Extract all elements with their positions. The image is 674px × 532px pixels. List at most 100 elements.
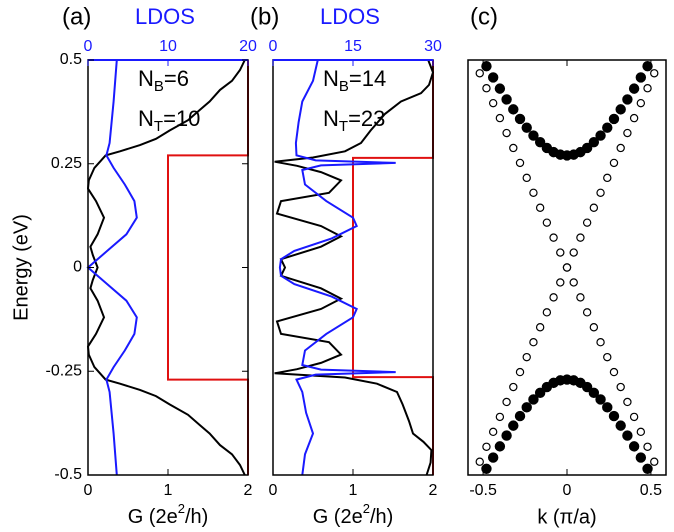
open-point	[569, 248, 578, 257]
y-tick-label: -0.5	[54, 466, 82, 483]
open-point	[609, 158, 619, 168]
open-point	[596, 188, 605, 197]
open-point	[535, 323, 545, 332]
open-point	[509, 143, 518, 153]
open-point	[589, 323, 599, 332]
open-point	[495, 412, 505, 422]
open-point	[488, 98, 498, 108]
filled-point	[628, 441, 640, 452]
open-point	[542, 308, 552, 317]
y-tick-label: 0.25	[51, 155, 82, 172]
x-tick-label: 1	[349, 482, 358, 499]
filled-point	[494, 441, 506, 452]
panel-label: (a)	[62, 3, 91, 30]
filled-point	[581, 142, 593, 154]
filled-point	[581, 381, 593, 393]
open-point	[542, 218, 552, 227]
open-point	[488, 427, 498, 437]
annotation-tail: =6	[164, 66, 189, 91]
top-axis-title: LDOS	[135, 4, 195, 29]
annotation-tail: =14	[349, 66, 386, 91]
x-tick-label: -0.5	[469, 482, 497, 499]
annotation-sub: T	[154, 118, 163, 135]
annotation-tail: =23	[348, 106, 385, 131]
x-axis-label-tail: /h)	[185, 506, 208, 528]
open-point	[549, 233, 558, 242]
annotation: NT=10	[138, 106, 200, 135]
x-tick-label: 2	[429, 482, 438, 499]
panel-label: (b)	[250, 3, 279, 30]
filled-point	[534, 136, 546, 148]
open-point	[643, 442, 652, 451]
open-point	[650, 69, 659, 78]
panel-label: (c)	[470, 3, 498, 30]
open-point	[556, 248, 565, 257]
filled-point	[628, 83, 640, 94]
curve	[86, 59, 246, 476]
open-point	[603, 352, 612, 362]
filled-point	[501, 94, 512, 105]
open-point	[589, 203, 599, 212]
filled-point	[501, 430, 512, 441]
open-point	[482, 442, 491, 451]
filled-point	[635, 452, 647, 463]
filled-point	[514, 113, 526, 125]
y-tick-label: -0.25	[46, 362, 83, 379]
filled-point	[588, 136, 600, 148]
annotation: NT=23	[323, 106, 385, 135]
open-point	[629, 412, 639, 422]
filled-point	[481, 463, 492, 474]
x-axis-label-text: G (2e	[128, 506, 178, 528]
open-point	[623, 397, 632, 407]
open-point	[623, 128, 632, 138]
annotation-tail: =10	[163, 106, 200, 131]
x-axis-label-sup: 2	[178, 501, 185, 516]
filled-point	[608, 410, 620, 422]
open-point	[535, 203, 545, 212]
y-tick-label: 0.5	[60, 51, 82, 68]
filled-point	[521, 122, 532, 133]
annotation-sub: B	[154, 78, 164, 95]
open-point	[556, 278, 565, 287]
filled-point	[642, 463, 653, 474]
annotation: NB=6	[138, 66, 189, 95]
open-point	[616, 382, 625, 392]
x-tick-label: 0	[563, 482, 572, 499]
open-point	[569, 278, 578, 287]
x-tick-label: 0.5	[640, 482, 662, 499]
open-point	[576, 293, 585, 302]
x-tick-label: 2	[244, 482, 253, 499]
x2-tick-label: 10	[159, 38, 177, 55]
open-point	[576, 233, 585, 242]
x-axis-label-tail: /h)	[370, 506, 393, 528]
y-tick-label: 0	[73, 259, 82, 276]
filled-point	[494, 83, 506, 94]
open-point	[509, 382, 518, 392]
annotation-main: N	[323, 106, 339, 131]
filled-point	[528, 394, 539, 405]
filled-point	[508, 104, 519, 115]
curve	[274, 59, 435, 476]
open-point	[515, 158, 525, 168]
open-point	[482, 84, 491, 93]
x-axis-label: k (π/a)	[537, 506, 596, 528]
filled-point	[528, 130, 539, 141]
top-axis-title: LDOS	[320, 4, 380, 29]
x2-tick-label: 15	[344, 38, 362, 55]
open-point	[522, 173, 531, 183]
curve	[86, 59, 138, 476]
open-point	[629, 113, 639, 123]
filled-point	[615, 420, 626, 431]
open-point	[582, 218, 592, 227]
open-point	[522, 352, 531, 362]
filled-point	[534, 387, 546, 399]
open-point	[636, 98, 646, 108]
filled-point	[602, 122, 613, 133]
open-point	[502, 397, 511, 407]
x-axis-label: G (2e2/h)	[128, 501, 209, 528]
annotation-main: N	[138, 66, 154, 91]
filled-point	[487, 452, 499, 463]
filled-point	[622, 430, 633, 441]
filled-point	[481, 61, 492, 72]
